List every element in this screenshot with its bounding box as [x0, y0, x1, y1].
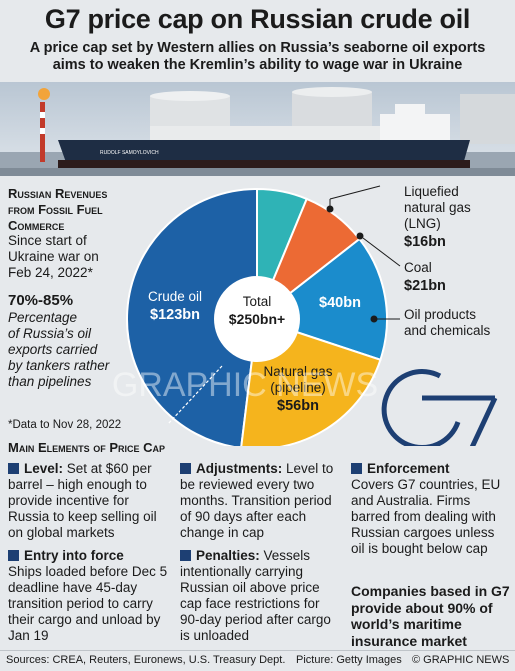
oilprod-callout-dot [370, 315, 378, 323]
lng-value: $16bn [404, 234, 446, 250]
revenues-period: Since start of Ukraine war on Feb 24, 20… [8, 233, 99, 280]
crude-label: Crude oil [148, 289, 202, 304]
bullet-square-icon [180, 463, 191, 474]
tanker-photo: RUDOLF SAMOYLOVICH [0, 82, 515, 176]
lng-callout-line [329, 185, 381, 200]
tanker-share-description: Percentage of Russia’s oil exports carri… [8, 310, 110, 389]
oilprod-label-2: and chemicals [404, 323, 491, 338]
lng-label-3: (LNG) [404, 216, 441, 231]
lng-label-1: Liquefied [404, 184, 459, 199]
bullet-square-icon [180, 550, 191, 561]
elements-title: Main Elements of Price Cap [8, 440, 166, 455]
footer [0, 650, 515, 671]
enforcement-item: Enforcement Covers G7 countries, EU and … [351, 461, 501, 556]
bullet-square-icon [8, 550, 19, 561]
total-label: Total [243, 294, 272, 309]
oilprod-label-1: Oil products [404, 307, 476, 322]
bullet-square-icon [8, 463, 19, 474]
tanker-share-line [167, 365, 223, 425]
penalties-item: Penalties: Vessels intentionally carryin… [180, 548, 331, 643]
data-footnote: *Data to Nov 28, 2022 [8, 419, 122, 431]
revenue-pie-chart: Total $250bn+ Crude oil $123bn $40bn Nat… [112, 184, 498, 446]
picture-credit: Picture: Getty Images [296, 654, 402, 666]
coal-callout-dot [356, 232, 364, 240]
total-value: $250bn+ [229, 311, 285, 327]
insurance-note: Companies based in G7 provide about 90% … [351, 583, 510, 649]
pie-slice-crude-oil [126, 187, 258, 446]
coal-value: $21bn [404, 278, 446, 294]
page-title: G7 price cap on Russian crude oil [44, 4, 471, 34]
copyright: © GRAPHIC NEWS [412, 654, 510, 666]
coal-label: Coal [404, 260, 432, 275]
crude-value: $123bn [150, 307, 200, 323]
level-item: Level: Set at $60 per barrel – high enou… [8, 461, 157, 540]
tanker-share-value: 70%-85% [8, 292, 74, 309]
natgas-label-2: (pipeline) [270, 380, 326, 395]
page-subtitle: A price cap set by Western allies on Rus… [29, 40, 486, 73]
revenues-title: Russian Revenues from Fossil Fuel Commer… [8, 186, 108, 233]
natgas-value: $56bn [277, 398, 319, 414]
oilprod-value: $40bn [319, 295, 361, 311]
adjustments-item: Adjustments: Level to be reviewed every … [180, 461, 334, 540]
coal-callout-line [362, 237, 401, 267]
entry-item: Entry into force Ships loaded before Dec… [8, 548, 168, 643]
g7-logo [381, 369, 498, 446]
bullet-square-icon [351, 463, 362, 474]
natgas-label-1: Natural gas [263, 364, 332, 379]
lng-label-2: natural gas [404, 200, 471, 215]
watermark: GRAPHIC NEWS [112, 366, 378, 404]
sources: Sources: CREA, Reuters, Euronews, U.S. T… [6, 654, 286, 666]
lng-callout-dot [326, 205, 334, 213]
pie-center [214, 276, 300, 362]
ship-name: RUDOLF SAMOYLOVICH [100, 150, 159, 156]
